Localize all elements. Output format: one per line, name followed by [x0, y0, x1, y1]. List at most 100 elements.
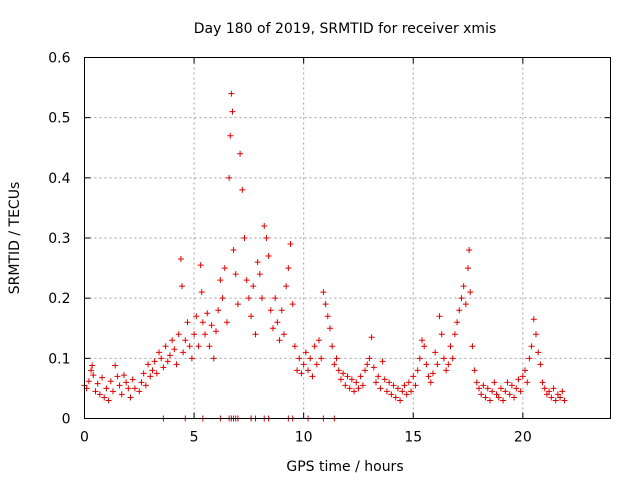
data-point [210, 355, 217, 362]
data-point [500, 397, 507, 404]
data-point [322, 301, 329, 308]
data-point [186, 343, 193, 350]
data-point [136, 388, 143, 395]
x-tick-label: 0 [80, 430, 89, 446]
data-point [256, 271, 263, 278]
data-point [528, 343, 535, 350]
y-tick-label: 0 [62, 412, 71, 428]
data-point [390, 382, 397, 389]
data-point [465, 265, 472, 272]
data-point [112, 362, 119, 369]
data-point [254, 259, 261, 266]
data-point [188, 355, 195, 362]
data-point [550, 385, 557, 392]
data-point [261, 222, 268, 229]
data-point [458, 295, 465, 302]
data-point [462, 301, 469, 308]
data-point [445, 361, 452, 368]
data-point [265, 253, 272, 260]
data-point [151, 358, 158, 365]
data-point [316, 337, 323, 344]
data-point [269, 325, 276, 332]
data-point [96, 391, 103, 398]
data-point [182, 337, 189, 344]
data-point [125, 385, 132, 392]
data-point [434, 361, 441, 368]
data-point [370, 364, 377, 371]
data-point [375, 373, 382, 380]
data-point [309, 373, 316, 380]
data-point [276, 337, 283, 344]
data-point [368, 334, 375, 341]
data-point [101, 394, 108, 401]
data-point [506, 391, 513, 398]
data-point [519, 373, 526, 380]
data-point [381, 376, 388, 383]
data-point [476, 385, 482, 392]
data-point [366, 355, 373, 362]
data-point [386, 379, 393, 386]
data-point [333, 355, 340, 362]
data-point [180, 349, 187, 356]
data-point [199, 319, 206, 326]
data-point [131, 385, 138, 392]
data-point [522, 367, 529, 374]
data-point [447, 343, 454, 350]
data-point [324, 313, 331, 320]
data-point [377, 385, 384, 392]
data-point [383, 388, 390, 395]
data-point [107, 378, 114, 385]
data-point [456, 307, 463, 314]
data-point [166, 352, 173, 359]
data-point [140, 370, 147, 377]
data-point [357, 373, 364, 380]
data-point [548, 394, 555, 401]
data-point [449, 355, 456, 362]
data-point [394, 385, 401, 392]
data-point [318, 355, 325, 362]
x-tick-label: 20 [514, 430, 532, 446]
data-point [524, 379, 531, 386]
data-point [142, 382, 149, 389]
plot-frame [84, 57, 611, 419]
data-point [351, 388, 358, 395]
data-point [419, 337, 426, 344]
y-tick-label: 0.3 [48, 231, 70, 247]
data-point [471, 367, 478, 374]
y-tick-labels: 0 0.1 0.2 0.3 0.4 0.5 0.6 [48, 51, 70, 428]
data-point [138, 379, 145, 386]
data-point [530, 316, 537, 323]
data-point [153, 370, 160, 377]
data-point [267, 307, 274, 314]
data-point [537, 361, 544, 368]
data-point [204, 310, 211, 317]
data-point [298, 370, 305, 377]
data-point [103, 385, 110, 392]
data-point [296, 355, 303, 362]
chart-title: Day 180 of 2019, SRMTID for receiver xmi… [194, 21, 497, 37]
data-point [438, 331, 445, 338]
data-point [362, 367, 369, 374]
data-point [129, 376, 136, 383]
data-point [283, 283, 290, 290]
data-point [263, 235, 270, 241]
data-point [403, 391, 410, 398]
data-point [228, 90, 235, 97]
data-point [245, 295, 252, 302]
data-point [158, 355, 165, 362]
data-point [399, 388, 406, 395]
data-point [392, 394, 399, 401]
data-point [229, 108, 236, 115]
data-point [88, 367, 95, 374]
data-point [243, 277, 250, 284]
data-point [379, 358, 386, 365]
data-point [405, 379, 412, 386]
data-point [289, 301, 296, 308]
data-point [539, 379, 546, 386]
data-point [451, 331, 458, 338]
data-point [175, 331, 182, 338]
x-tick-label: 5 [190, 430, 199, 446]
data-point [237, 150, 244, 157]
data-point [554, 391, 561, 398]
data-point [89, 362, 96, 369]
